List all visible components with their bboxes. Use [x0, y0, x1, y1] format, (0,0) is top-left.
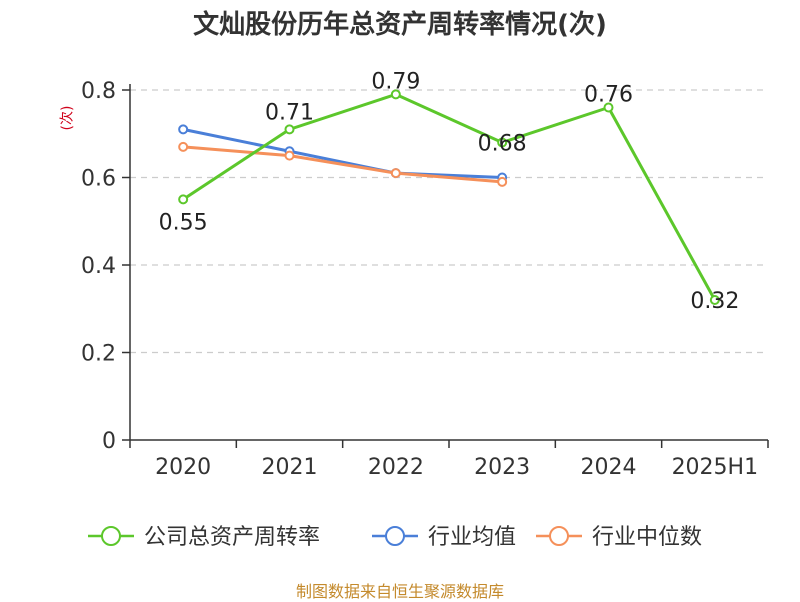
y-tick-label: 0 — [102, 429, 116, 454]
legend-marker — [385, 526, 405, 546]
y-tick-label: 0.2 — [81, 342, 116, 367]
x-tick-label: 2025H1 — [672, 455, 759, 480]
data-point — [284, 150, 295, 161]
data-label: 0.68 — [478, 132, 527, 157]
data-label: 0.79 — [371, 69, 420, 94]
y-tick-label: 0.8 — [81, 79, 116, 104]
chart-title: 文灿股份历年总资产周转率情况(次) — [193, 10, 607, 40]
legend-label: 行业均值 — [428, 525, 516, 550]
data-point — [709, 295, 720, 305]
x-tick-label: 2022 — [368, 455, 424, 480]
data-point — [178, 194, 189, 205]
data-labels: 0.55 0.71 0.79 0.68 0.76 0.32 — [159, 69, 740, 314]
data-point — [178, 124, 189, 135]
data-label: 0.55 — [159, 210, 208, 235]
source-note: 制图数据来自恒生聚源数据库 — [295, 582, 504, 601]
x-tick-label: 2023 — [474, 455, 530, 480]
data-label: 0.32 — [690, 289, 739, 314]
axes: 0 0.2 0.4 0.6 0.8 2020 2021 2022 2023 2024 2025H1 — [81, 79, 769, 480]
legend-marker — [101, 526, 121, 546]
data-point — [284, 124, 295, 135]
x-tick-label: 2021 — [262, 455, 318, 480]
series-line — [183, 145, 503, 184]
y-tick-label: 0.6 — [81, 167, 116, 192]
data-label: 0.71 — [265, 100, 314, 125]
data-point — [497, 137, 508, 148]
data-point — [497, 176, 508, 187]
x-tick-label: 2024 — [581, 455, 637, 480]
y-tick-label: 0.4 — [81, 254, 116, 279]
data-point — [390, 168, 401, 179]
legend-label: 行业中位数 — [592, 525, 702, 550]
x-tick-label: 2020 — [155, 455, 211, 480]
data-point — [390, 89, 401, 100]
data-label: 0.76 — [584, 83, 633, 108]
legend: 公司总资产周转率 行业均值 行业中位数 — [88, 525, 702, 550]
data-point — [178, 141, 189, 152]
legend-label: 公司总资产周转率 — [144, 525, 320, 550]
legend-marker — [549, 526, 569, 546]
series — [178, 89, 720, 305]
series-line — [182, 127, 503, 179]
data-point — [603, 102, 614, 113]
series-line — [182, 92, 717, 301]
